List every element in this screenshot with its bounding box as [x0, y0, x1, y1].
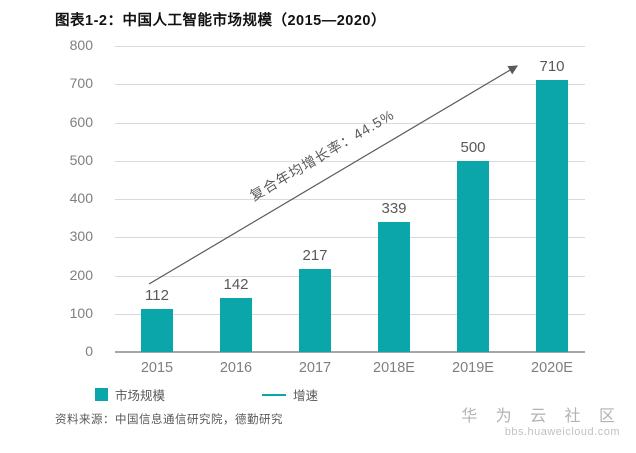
bar-value-label: 112	[145, 287, 169, 304]
x-axis-tick-label: 2017	[298, 360, 332, 376]
y-axis-tick-label: 400	[69, 190, 93, 206]
gridline	[115, 84, 585, 86]
chart-title: 图表1-2：中国人工智能市场规模（2015—2020）	[55, 13, 386, 29]
y-axis-tick-label: 100	[69, 304, 93, 321]
watermark-community-name: 华 为 云 社 区	[461, 408, 622, 425]
bar-value-label: 500	[460, 139, 486, 156]
bar-2018E	[378, 222, 410, 352]
y-axis-tick-label: 700	[69, 75, 93, 92]
legend-label: 市场规模	[115, 389, 166, 403]
bar-value-label: 217	[302, 247, 328, 264]
bar-2020E	[536, 80, 568, 352]
legend-line-swatch-icon	[262, 393, 286, 396]
legend-label: 增速	[293, 389, 319, 403]
y-axis-tick-label: 300	[69, 228, 93, 245]
bar-value-label: 339	[381, 200, 407, 217]
gridline	[115, 237, 585, 239]
x-axis-tick-label: 2015	[140, 360, 174, 376]
gridline	[115, 313, 585, 315]
gridline	[115, 275, 585, 277]
bar-2017	[299, 269, 331, 352]
y-axis-tick-label: 0	[85, 343, 93, 359]
legend-square-swatch-icon	[95, 388, 108, 401]
y-axis-tick-label: 800	[69, 37, 93, 53]
gridline	[115, 46, 585, 47]
chart-legend: 市场规模 增速	[0, 385, 636, 405]
gridline	[115, 122, 585, 124]
x-axis-tick-label: 2018E	[373, 360, 415, 376]
bar-value-label: 142	[223, 276, 249, 293]
x-axis-tick-label: 2016	[219, 360, 253, 376]
x-axis-line	[115, 351, 585, 353]
bar-2019E	[457, 161, 489, 352]
y-axis-tick-label: 600	[69, 113, 93, 130]
bar-value-label: 710	[539, 58, 565, 75]
gridline	[115, 199, 585, 200]
x-axis-tick-label: 2020E	[531, 360, 573, 376]
watermark-url: bbs.huaweicloud.com	[504, 426, 620, 438]
legend-item-market-size: 市场规模	[95, 385, 165, 404]
legend-item-growth-rate: 增速	[262, 385, 318, 404]
y-axis-tick-label: 500	[69, 151, 93, 168]
gridline	[115, 160, 585, 162]
y-axis-tick-label: 200	[69, 266, 93, 283]
bar-2015	[141, 309, 173, 352]
source-note: 资料来源：中国信息通信研究院，德勤研究	[55, 414, 283, 426]
bar-2016	[220, 298, 252, 352]
x-axis-tick-label: 2019E	[452, 360, 494, 376]
